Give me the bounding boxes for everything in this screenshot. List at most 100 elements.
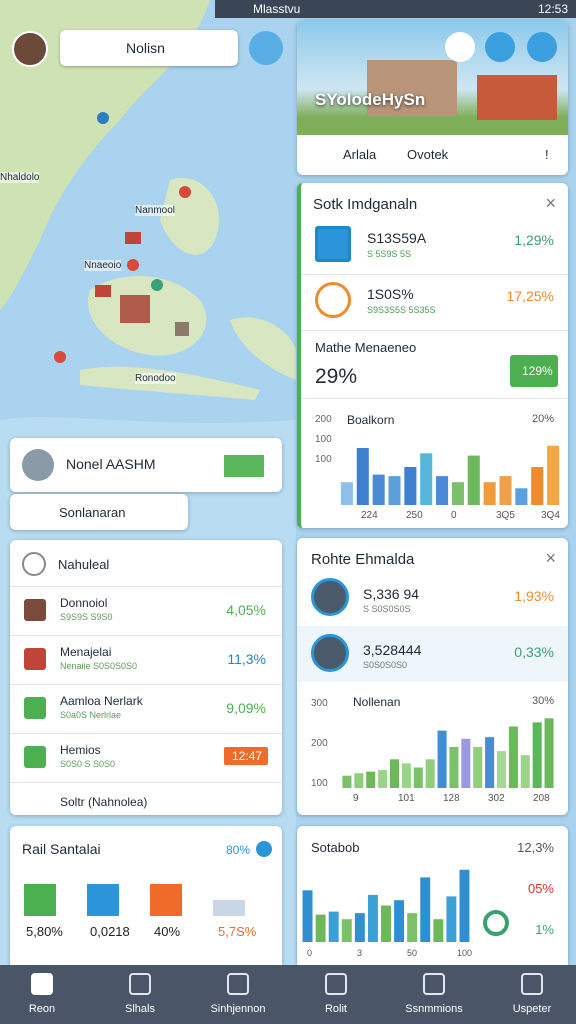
x-axis-label: 250: [406, 510, 423, 521]
map-marker[interactable]: [125, 232, 141, 244]
metric-value: 29%: [315, 365, 358, 388]
bar: [378, 769, 388, 788]
banner-action-icon[interactable]: [527, 32, 557, 62]
row-avatar: [311, 634, 349, 672]
nav-label[interactable]: Reon: [28, 1003, 56, 1015]
bar: [531, 467, 544, 505]
banner-action[interactable]: Arlala: [343, 147, 377, 162]
search-box[interactable]: Nolisn: [60, 30, 238, 66]
bar: [433, 919, 444, 942]
chart-corner: 20%: [531, 413, 554, 425]
map-marker[interactable]: [95, 285, 111, 297]
rail-stat: 5,80%: [26, 924, 63, 939]
item-icon: [24, 599, 46, 621]
x-axis-label: 128: [443, 793, 460, 804]
x-axis-label: 224: [361, 510, 378, 521]
close-button[interactable]: ×: [545, 548, 556, 568]
avatar[interactable]: [12, 31, 48, 67]
rail-icon: [150, 884, 182, 916]
bar: [413, 767, 423, 788]
bar: [485, 737, 495, 788]
list-card: Nahuleal Donnoiol S9S9S S9S0 4,05% Menajelai…: [10, 540, 282, 815]
map-marker[interactable]: [175, 322, 189, 336]
map-pin[interactable]: [97, 112, 109, 124]
map-pin[interactable]: [54, 351, 66, 363]
map-marker[interactable]: [120, 295, 150, 323]
item-sub: S0a0S Nerlrlae: [60, 710, 122, 720]
banner-image: SYolodeHySn: [297, 20, 568, 135]
nav-label[interactable]: Slhals: [125, 1003, 155, 1015]
bar: [547, 445, 560, 505]
row-sub: S 5S9S 5S: [367, 249, 412, 259]
item-sub: Nenaiie S0S0S0S0: [60, 661, 138, 671]
row-change: 1,29%: [514, 232, 554, 248]
location-badge: [224, 455, 264, 477]
map-pin[interactable]: [151, 279, 163, 291]
item-name[interactable]: Aamloa Nerlark: [60, 694, 143, 708]
nav-label[interactable]: Ssnmmions: [405, 1003, 463, 1015]
rail-card: Rail Santalai 80% 5,80% 0,0218 40% 5,7S%: [10, 826, 282, 965]
nav-label[interactable]: Sinhjennon: [210, 1003, 266, 1015]
row-value: 1S0S%: [367, 286, 414, 302]
nav-icon[interactable]: [325, 973, 347, 995]
rail-stat: 5,7S%: [218, 924, 257, 939]
nav-icon[interactable]: [129, 973, 151, 995]
summary-title: Sotabob: [311, 840, 360, 855]
bar: [372, 474, 385, 505]
row-value: 3,528444: [363, 642, 422, 658]
nav-label[interactable]: Uspeter: [512, 1003, 552, 1015]
item-change: 9,09%: [226, 700, 266, 716]
item-icon: [24, 648, 46, 670]
row-change: 1,93%: [514, 588, 554, 604]
nav-icon[interactable]: [423, 973, 445, 995]
bar: [420, 877, 431, 942]
map-pin[interactable]: [179, 186, 191, 198]
banner-action[interactable]: !: [545, 147, 549, 162]
row-sub: S S0S0S0S: [363, 604, 411, 614]
rail-badge: 80%: [226, 843, 251, 857]
nav-icon[interactable]: [227, 973, 249, 995]
item-name[interactable]: Hemios: [60, 743, 101, 757]
search-placeholder: Nolisn: [126, 40, 165, 56]
row-avatar: [311, 578, 349, 616]
row-sub: S9S3S5S 5S35S: [367, 305, 436, 315]
row-change: 0,33%: [514, 644, 554, 660]
carrier: Mlasstvu: [253, 2, 301, 16]
item-name[interactable]: Donnoiol: [60, 596, 108, 610]
nav-icon[interactable]: [31, 973, 53, 995]
row-value: S,336 94: [363, 586, 420, 602]
divider: [301, 330, 568, 331]
bar: [437, 730, 447, 788]
search-button[interactable]: [249, 31, 283, 65]
rail-icon: [213, 900, 245, 916]
x-axis-label: 0: [451, 510, 457, 521]
x-axis-label: 208: [533, 793, 550, 804]
banner-action-icon[interactable]: [445, 32, 475, 62]
nav-icon[interactable]: [521, 973, 543, 995]
x-axis-label: 3: [357, 948, 363, 958]
bar: [388, 476, 401, 505]
banner-action[interactable]: Ovotek: [407, 147, 449, 162]
bar: [340, 482, 353, 505]
summary-badge: 05%: [527, 881, 554, 896]
item-name[interactable]: Menajelai: [60, 645, 112, 659]
x-axis-label: 3Q4: [541, 510, 560, 521]
y-axis-label: 300: [311, 698, 328, 709]
metric-label: Mathe Menaeneo: [315, 340, 417, 355]
list-footer[interactable]: Soltr (Nahnolea): [60, 795, 148, 809]
nav-label[interactable]: Rolit: [324, 1003, 347, 1015]
bar: [341, 919, 352, 942]
bar: [520, 755, 530, 788]
map-pin[interactable]: [127, 259, 139, 271]
bar: [302, 890, 313, 942]
tab[interactable]: Sonlanaran: [10, 494, 188, 530]
close-button[interactable]: ×: [545, 193, 556, 213]
y-axis-label: 200: [311, 738, 328, 749]
x-axis-label: 100: [457, 948, 473, 958]
summary-badge: 1%: [535, 922, 554, 937]
item-sub: S0S0 S S0S0: [60, 759, 116, 769]
x-axis-label: 302: [488, 793, 505, 804]
banner-action-icon[interactable]: [485, 32, 515, 62]
divider: [10, 635, 282, 636]
bar: [366, 771, 376, 788]
